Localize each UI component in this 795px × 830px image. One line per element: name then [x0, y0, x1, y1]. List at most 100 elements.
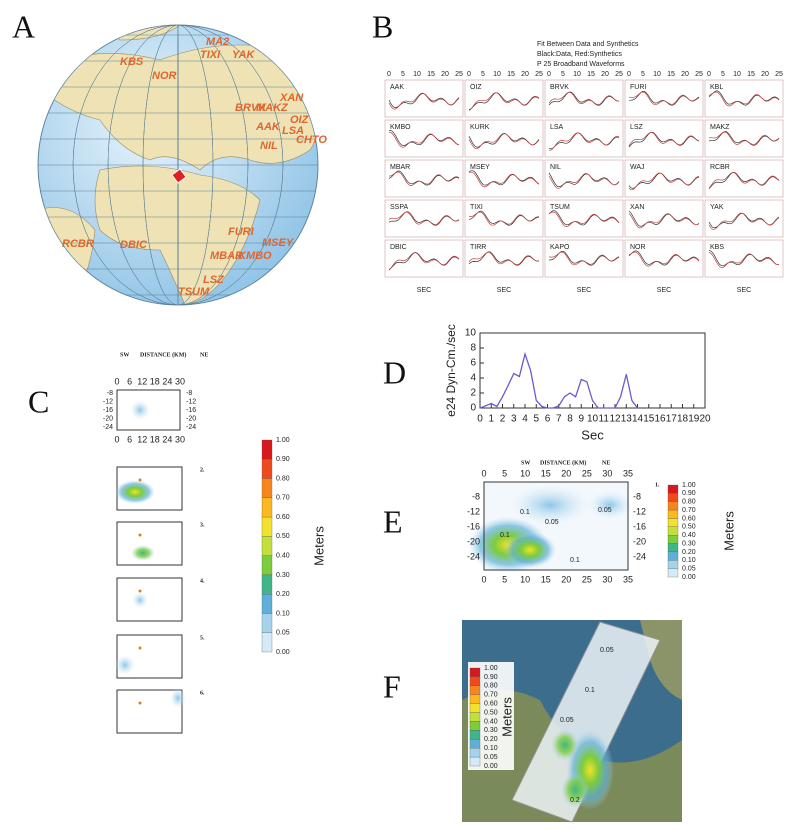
colorbar-swatch: [261, 574, 273, 595]
colorbar-swatch: [261, 555, 273, 576]
x-tick-label: 0: [114, 376, 119, 386]
header-distance: DISTANCE (KM): [540, 459, 586, 466]
plot-frame: [479, 332, 706, 409]
station-label: OIZ: [470, 84, 482, 91]
x-tick-label: 20: [561, 574, 571, 584]
waveform: [468, 251, 540, 266]
colorbar-tick-label: 0.90: [682, 490, 696, 497]
colorbar-tick-label: 0.60: [276, 514, 290, 521]
x-tick-label: 0: [467, 71, 471, 78]
waveform: [628, 250, 700, 266]
x-tick-label: 18: [677, 414, 689, 425]
station-label: MSEY: [262, 237, 295, 249]
y-tick-label: -12: [103, 398, 113, 405]
x-tick-label: 10: [653, 71, 661, 78]
waveform: [388, 211, 460, 225]
x-tick-label: 14: [632, 414, 644, 425]
waveform: [468, 171, 540, 188]
station-label: BRVK: [235, 102, 267, 114]
x-tick-label: 15: [643, 414, 655, 425]
hypocenter: [138, 589, 142, 593]
header-sw: SW: [120, 352, 129, 358]
x-tick-label: 10: [413, 71, 421, 78]
waveform-box: [544, 159, 624, 198]
header-ne: NE: [200, 352, 208, 358]
colorbar-swatch: [261, 594, 273, 614]
waveform: [628, 132, 700, 147]
station-label: LSZ: [630, 124, 644, 131]
x-tick-label: 35: [623, 468, 633, 478]
x-tick-label: 15: [541, 468, 551, 478]
colorbar-tick-label: 0.00: [682, 574, 696, 581]
station-label: YAK: [710, 204, 724, 211]
waveform-box: [384, 199, 464, 238]
hypocenter: [138, 646, 142, 650]
y-tick-label: 8: [470, 343, 476, 354]
colorbar-tick-label: 0.30: [484, 727, 498, 734]
contour-label: 0.05: [545, 519, 559, 526]
waveform-box: [704, 159, 784, 198]
contour-label: 0.1: [570, 557, 580, 564]
station-label: NIL: [260, 140, 278, 152]
y-tick-label: -12: [186, 398, 196, 405]
waveform-box: [464, 119, 544, 158]
waveform: [708, 251, 780, 268]
station-label: YAK: [232, 49, 255, 61]
x-tick-label: 0: [477, 414, 483, 425]
colorbar-tick-label: 0.40: [276, 552, 290, 559]
colorbar-tick-label: 0.05: [276, 630, 290, 637]
colorbar-tick-label: 0.80: [276, 475, 290, 482]
waveform: [628, 91, 700, 106]
contour-label: 0.2: [570, 797, 580, 804]
station-label: MAKZ: [256, 102, 289, 114]
y-tick-label: -16: [467, 521, 480, 531]
x-tick-label: 2: [500, 414, 506, 425]
waveform-box: [384, 79, 464, 118]
colorbar-swatch: [667, 560, 679, 569]
x-tick-label: 30: [602, 574, 612, 584]
station-label: BRVK: [550, 84, 569, 91]
waveform: [548, 210, 620, 226]
x-tick-label: 25: [455, 71, 463, 78]
waveform-title: Black:Data, Red:Synthetics: [537, 51, 622, 58]
y-tick-label: -16: [103, 407, 113, 414]
waveform: [708, 131, 780, 146]
panel-label: A: [12, 8, 35, 44]
frame-number: 5.: [200, 635, 205, 641]
slip-map: [468, 481, 632, 573]
waveform: [708, 90, 780, 106]
colorbar-tick-label: 0.05: [682, 565, 696, 572]
colorbar-swatch: [667, 551, 679, 561]
colorbar-tick-label: 0.05: [484, 754, 498, 761]
frame-number: 1.: [655, 482, 660, 488]
x-tick-label: 20: [601, 71, 609, 78]
x-tick-label: 13: [621, 414, 633, 425]
x-tick-label: 5: [502, 468, 507, 478]
x-tick-label: 20: [699, 414, 711, 425]
x-axis-label: SEC: [657, 287, 671, 294]
x-tick-label: 20: [441, 71, 449, 78]
colorbar-tick-label: 0.70: [484, 692, 498, 699]
colorbar-tick-label: 0.90: [484, 674, 498, 681]
waveform: [549, 132, 620, 151]
colorbar-tick-label: 0.70: [276, 495, 290, 502]
station-label: TIRR: [470, 244, 486, 251]
waveform: [628, 131, 700, 148]
x-tick-label: 6: [545, 414, 551, 425]
y-tick-label: -24: [467, 551, 480, 561]
station-label: AAK: [255, 121, 281, 133]
x-tick-label: 30: [175, 434, 185, 444]
colorbar-swatch: [261, 516, 273, 537]
x-tick-label: 0: [387, 71, 391, 78]
waveform: [388, 211, 460, 226]
station-label: SSPA: [390, 204, 408, 211]
waveform: [388, 92, 460, 110]
station-label: CHTO: [296, 134, 327, 146]
colorbar-tick-label: 0.10: [682, 557, 696, 564]
station-label: FURI: [228, 226, 255, 238]
waveform: [388, 130, 460, 146]
x-tick-label: 0: [481, 468, 486, 478]
colorbar-tick-label: 0.60: [682, 515, 696, 522]
colorbar-swatch: [469, 721, 481, 731]
station-label: TSUM: [550, 204, 570, 211]
